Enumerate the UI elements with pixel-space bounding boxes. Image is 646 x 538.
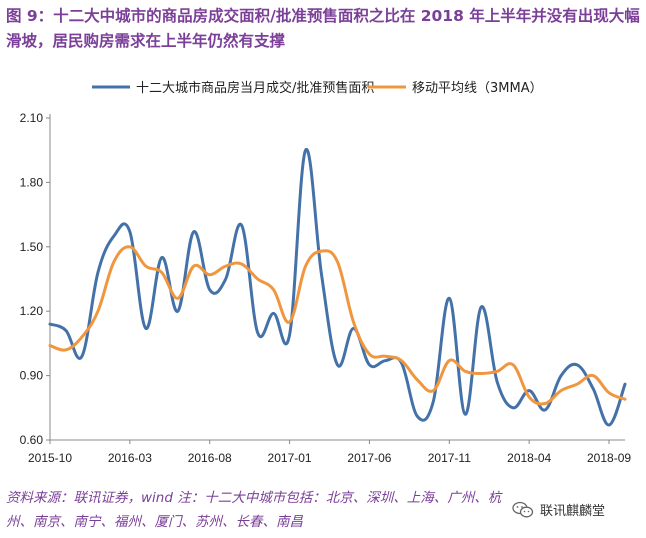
y-tick-label: 0.60 [20,433,44,447]
x-tick-label: 2016-08 [188,451,232,465]
x-tick-label: 2018-09 [587,451,631,465]
y-tick-label: 2.10 [20,111,44,125]
y-tick-label: 1.50 [20,240,44,254]
figure-title: 图 9：十二大中城市的商品房成交面积/批准预售面积之比在 2018 年上半年并没… [6,7,640,50]
y-tick-label: 1.20 [20,304,44,318]
legend-label-2: 移动平均线（3MMA） [412,81,543,96]
series-line-2 [48,245,627,406]
x-axis: 2015-10 2016-03 2016-08 2017-01 2017-06 2017-… [28,439,631,465]
chart-legend: 十二大城市商品房当月成交/批准预售面积 移动平均线（3MMA） [92,80,543,96]
x-tick-label: 2016-03 [108,451,152,465]
y-tick-label: 1.80 [20,175,44,189]
series-line-1 [48,148,627,427]
line-chart: 十二大城市商品房当月成交/批准预售面积 移动平均线（3MMA） 0.60 0.90 1… [20,80,632,465]
y-axis: 0.60 0.90 1.20 1.50 1.80 2.10 [20,111,51,447]
watermark-text: 联讯麒麟堂 [540,504,606,519]
wechat-icon [512,501,534,517]
legend-label-1: 十二大城市商品房当月成交/批准预售面积 [136,80,374,96]
source-note: 资料来源：联讯证券，wind 注：十二大中城市包括：北京、深圳、上海、广州、杭州… [6,490,502,530]
x-tick-label: 2015-10 [28,451,72,465]
y-tick-label: 0.90 [20,369,44,383]
x-tick-label: 2017-01 [268,451,312,465]
x-tick-label: 2018-04 [507,451,551,465]
watermark: 联讯麒麟堂 [512,500,605,519]
x-tick-label: 2017-06 [347,451,391,465]
series-group [48,148,627,427]
x-tick-label: 2017-11 [428,451,471,465]
